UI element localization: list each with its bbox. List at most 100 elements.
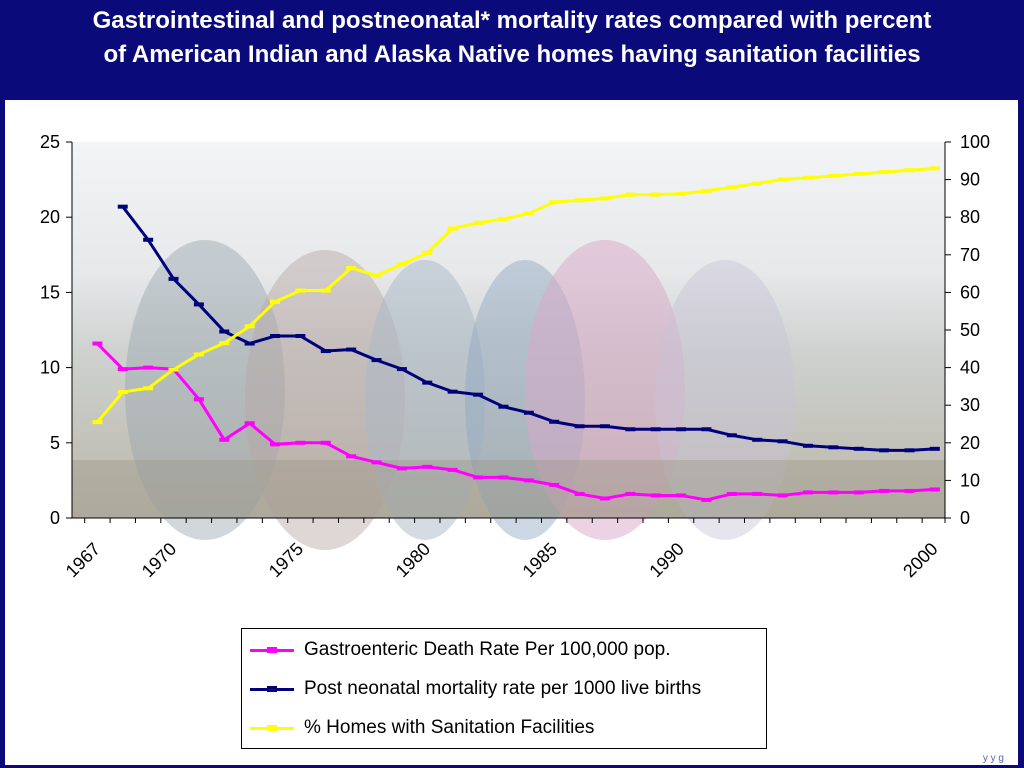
data-point-postneonatal (777, 439, 788, 444)
data-point-sanitation (879, 170, 890, 175)
data-point-gastro (904, 488, 915, 493)
data-point-gastro (777, 493, 788, 498)
right-y-tick-label: 80 (960, 207, 980, 227)
data-point-postneonatal (371, 358, 382, 363)
data-point-postneonatal (270, 334, 281, 339)
data-point-postneonatal (752, 437, 763, 442)
series-layer (92, 166, 940, 502)
data-point-sanitation (320, 288, 331, 293)
legend-item-postneonatal: Post neonatal mortality rate per 1000 li… (250, 672, 701, 706)
data-point-gastro (752, 491, 763, 496)
series-line-gastro (96, 342, 935, 502)
right-y-tick-label: 70 (960, 245, 980, 265)
data-point-gastro (523, 478, 534, 483)
x-tick-label: 1967 (62, 539, 104, 581)
data-point-postneonatal (625, 427, 636, 432)
data-point-postneonatal (117, 204, 128, 209)
data-point-gastro (447, 467, 458, 472)
data-point-gastro (193, 397, 204, 402)
legend-item-sanitation: % Homes with Sanitation Facilities (250, 711, 594, 745)
photo-background (72, 142, 945, 550)
legend-label-postneonatal: Post neonatal mortality rate per 1000 li… (304, 678, 702, 699)
data-point-postneonatal (574, 424, 585, 429)
left-y-tick-label: 15 (40, 282, 60, 302)
data-point-sanitation (777, 177, 788, 182)
data-point-sanitation (853, 171, 864, 176)
chart-panel: 0 5 10 15 20 25 0 10 20 30 40 50 60 70 80 90 100 1967 1970… (5, 100, 1018, 765)
left-y-tick-label: 25 (40, 132, 60, 152)
data-point-sanitation (802, 175, 813, 180)
data-point-gastro (879, 488, 890, 493)
data-point-gastro (473, 475, 484, 480)
data-point-sanitation (523, 211, 534, 216)
x-tick-label: 1970 (138, 539, 180, 581)
data-point-gastro (422, 464, 433, 469)
footer-text: y y g (982, 753, 1004, 764)
data-point-gastro (143, 365, 154, 370)
data-point-gastro (625, 491, 636, 496)
left-y-tick-label: 20 (40, 207, 60, 227)
data-point-sanitation (371, 273, 382, 278)
right-y-tick-label: 0 (960, 508, 970, 528)
data-point-gastro (270, 442, 281, 447)
data-point-sanitation (929, 166, 940, 171)
right-y-tick-label: 90 (960, 170, 980, 190)
data-point-sanitation (625, 192, 636, 197)
series-line-sanitation (96, 166, 935, 424)
data-point-sanitation (498, 217, 509, 222)
data-point-sanitation (549, 200, 560, 205)
data-point-sanitation (295, 288, 306, 293)
data-point-gastro (828, 490, 839, 495)
line-chart: 0 5 10 15 20 25 0 10 20 30 40 50 60 70 80 90 100 1967 1970… (40, 132, 990, 581)
data-point-postneonatal (828, 445, 839, 450)
data-point-sanitation (650, 192, 661, 197)
right-y-tick-label: 100 (960, 132, 990, 152)
data-point-sanitation (701, 188, 712, 193)
data-point-sanitation (143, 386, 154, 391)
data-point-sanitation (117, 390, 128, 395)
data-point-sanitation (168, 367, 179, 372)
data-point-postneonatal (676, 427, 687, 432)
data-point-sanitation (219, 341, 230, 346)
left-y-tick-label: 0 (50, 508, 60, 528)
data-point-gastro (574, 491, 585, 496)
data-point-gastro (676, 493, 687, 498)
data-point-gastro (92, 341, 103, 346)
data-point-gastro (701, 497, 712, 502)
data-point-postneonatal (447, 389, 458, 394)
data-point-postneonatal (219, 329, 230, 334)
data-point-sanitation (447, 226, 458, 231)
right-y-tick-label: 50 (960, 320, 980, 340)
data-point-postneonatal (904, 448, 915, 453)
data-point-sanitation (92, 420, 103, 425)
data-point-gastro (853, 490, 864, 495)
data-point-sanitation (676, 191, 687, 196)
x-tick-label: 1990 (645, 539, 687, 581)
data-point-sanitation (828, 173, 839, 178)
right-y-tick-label: 20 (960, 433, 980, 453)
title-line-2: of American Indian and Alaska Native hom… (103, 41, 921, 68)
data-point-postneonatal (929, 446, 940, 451)
data-point-sanitation (726, 185, 737, 190)
data-point-postneonatal (295, 334, 306, 339)
data-point-gastro (244, 421, 255, 426)
data-point-postneonatal (346, 347, 357, 352)
legend-swatch-postneonatal (250, 685, 294, 692)
data-point-postneonatal (143, 237, 154, 242)
data-point-postneonatal (879, 448, 890, 453)
data-point-gastro (320, 440, 331, 445)
right-y-tick-label: 40 (960, 358, 980, 378)
data-point-gastro (549, 482, 560, 487)
data-point-gastro (219, 437, 230, 442)
data-point-postneonatal (523, 410, 534, 415)
data-point-sanitation (904, 168, 915, 173)
legend-item-gastro: Gastroenteric Death Rate Per 100,000 pop… (250, 633, 671, 667)
data-point-postneonatal (320, 349, 331, 354)
data-point-gastro (929, 487, 940, 492)
data-point-gastro (396, 466, 407, 471)
data-point-postneonatal (498, 404, 509, 409)
x-tick-label: 1975 (265, 539, 307, 581)
data-point-postneonatal (726, 433, 737, 438)
legend-label-gastro: Gastroenteric Death Rate Per 100,000 pop… (304, 639, 671, 660)
data-point-sanitation (473, 220, 484, 225)
